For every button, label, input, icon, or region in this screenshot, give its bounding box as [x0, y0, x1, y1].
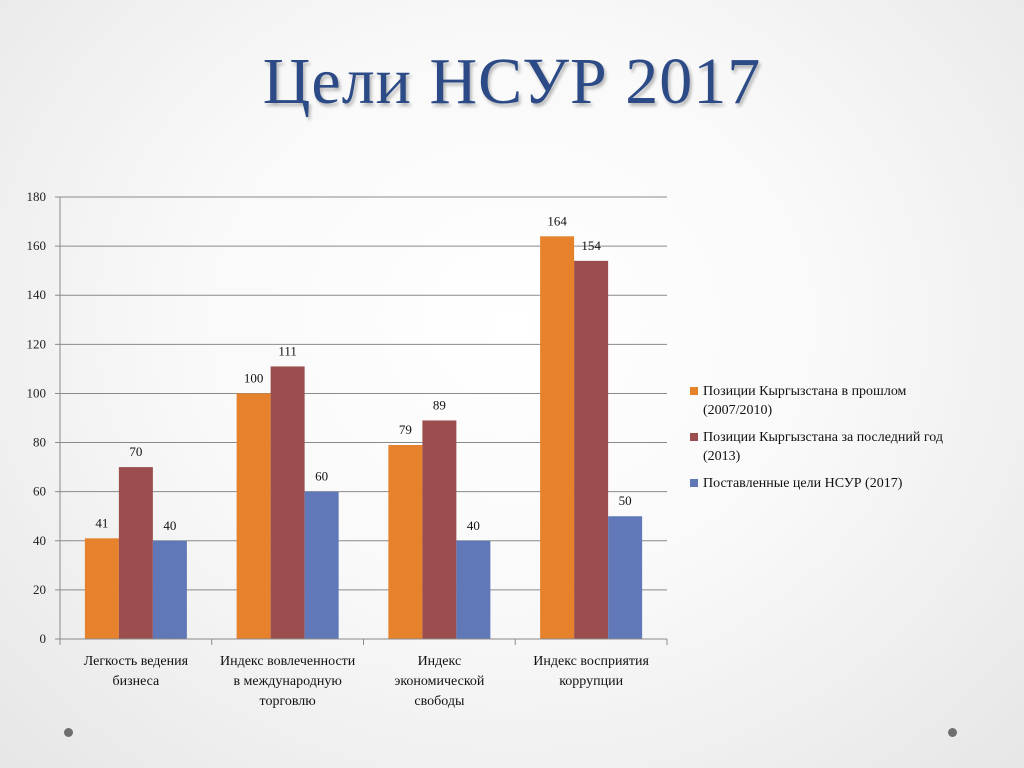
bar: [608, 516, 643, 639]
labels: 0 20 40 60 80 100 120 140 160 180 41 70 40 Легкость в…: [27, 189, 650, 709]
x-category-label: экономической: [394, 674, 485, 689]
data-label: 40: [163, 518, 176, 533]
axes: [55, 196, 668, 645]
data-label: 60: [315, 469, 328, 484]
data-label: 41: [95, 515, 108, 530]
legend-item: Позиции Кыргызстана в прошлом (2007/2010): [690, 382, 990, 420]
bar: [388, 445, 423, 639]
x-category-label: Легкость ведения: [84, 654, 189, 669]
x-category-label: Индекс восприятия: [533, 654, 649, 669]
data-label: 100: [244, 370, 264, 385]
bar: [304, 491, 339, 639]
y-tick-label: 60: [33, 484, 46, 499]
data-label: 50: [619, 493, 632, 508]
chart-legend: Позиции Кыргызстана в прошлом (2007/2010)…: [690, 382, 990, 501]
y-tick-label: 80: [33, 435, 46, 450]
data-label: 154: [581, 238, 601, 253]
x-category-label: торговлю: [260, 694, 316, 709]
y-tick-label: 140: [27, 287, 47, 302]
y-tick-label: 100: [27, 385, 47, 400]
legend-swatch: [690, 433, 698, 441]
data-label: 79: [399, 422, 412, 437]
legend-label: Позиции Кыргызстана в прошлом (2007/2010): [703, 384, 907, 418]
x-category-label: свободы: [414, 694, 465, 709]
y-tick-label: 20: [33, 582, 46, 597]
bar: [152, 540, 187, 639]
slide-title: Цели НСУР 2017: [262, 45, 762, 118]
y-tick-label: 180: [27, 189, 47, 204]
x-category-label: бизнеса: [112, 674, 160, 689]
data-label: 89: [433, 397, 446, 412]
bar: [456, 540, 491, 639]
bar: [118, 467, 153, 639]
bar: [574, 260, 609, 639]
data-label: 164: [547, 213, 567, 228]
legend-label: Позиции Кыргызстана за последний год (201…: [703, 430, 943, 464]
nav-dot-right[interactable]: [948, 728, 957, 737]
x-category-label: Индекс вовлеченности: [220, 654, 356, 669]
bars: [84, 236, 643, 640]
data-label: 70: [129, 444, 142, 459]
y-tick-label: 160: [27, 238, 47, 253]
legend-swatch: [690, 387, 698, 395]
legend-item: Поставленные цели НСУР (2017): [690, 474, 990, 493]
x-category-label: коррупции: [559, 674, 623, 689]
legend-item: Позиции Кыргызстана за последний год (201…: [690, 428, 990, 466]
y-tick-label: 120: [27, 336, 47, 351]
bar: [540, 236, 575, 640]
data-label: 40: [467, 518, 480, 533]
legend-label: Поставленные цели НСУР (2017): [703, 476, 903, 491]
bar: [270, 366, 305, 639]
nav-dot-left[interactable]: [64, 728, 73, 737]
y-tick-label: 40: [33, 533, 46, 548]
bar: [236, 393, 271, 639]
legend-swatch: [690, 479, 698, 487]
x-category-label: в международную: [233, 674, 341, 689]
y-tick-label: 0: [40, 631, 47, 646]
x-category-label: Индекс: [418, 654, 462, 669]
data-label: 111: [278, 343, 297, 358]
bar: [422, 420, 457, 639]
bar: [84, 538, 119, 639]
